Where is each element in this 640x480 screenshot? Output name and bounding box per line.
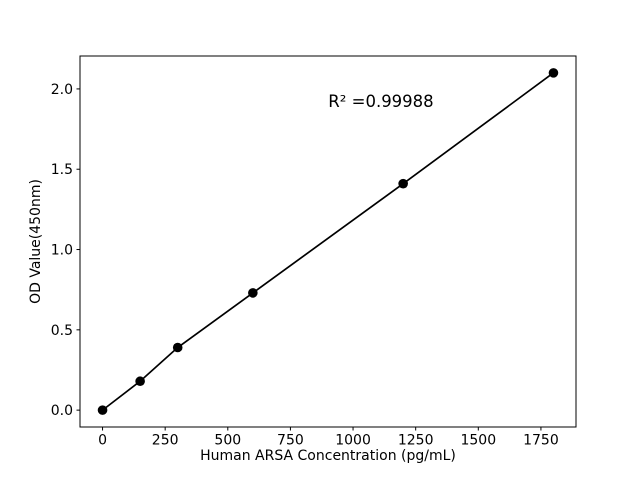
- y-tick-label: 1.0: [51, 243, 73, 259]
- y-tick-label: 0.0: [51, 403, 73, 419]
- plot-frame: [79, 55, 577, 428]
- y-tick-label: 2.0: [51, 82, 73, 98]
- y-tick-label: 0.5: [51, 323, 73, 339]
- data-point: [248, 288, 258, 298]
- x-tick-label: 250: [152, 433, 179, 449]
- data-point: [548, 68, 559, 78]
- x-tick-label: 1750: [523, 433, 559, 449]
- x-axis-label: Human ARSA Concentration (pg/mL): [200, 448, 456, 464]
- fit-line: [101, 72, 555, 411]
- x-tick-label: 500: [214, 433, 241, 449]
- r-squared-annotation: R² =0.99988: [328, 92, 433, 111]
- x-tick-label: 750: [277, 433, 304, 449]
- data-point: [135, 376, 145, 387]
- x-tick-label: 1250: [398, 433, 434, 449]
- x-tick-label: 1500: [460, 433, 496, 449]
- data-point: [97, 405, 108, 415]
- x-tick-label: 1000: [335, 433, 371, 449]
- data-point: [398, 178, 408, 189]
- data-point: [172, 342, 183, 353]
- y-axis-label: OD Value(450nm): [28, 179, 44, 304]
- x-tick-label: 0: [98, 433, 107, 449]
- y-tick-label: 1.5: [51, 162, 73, 178]
